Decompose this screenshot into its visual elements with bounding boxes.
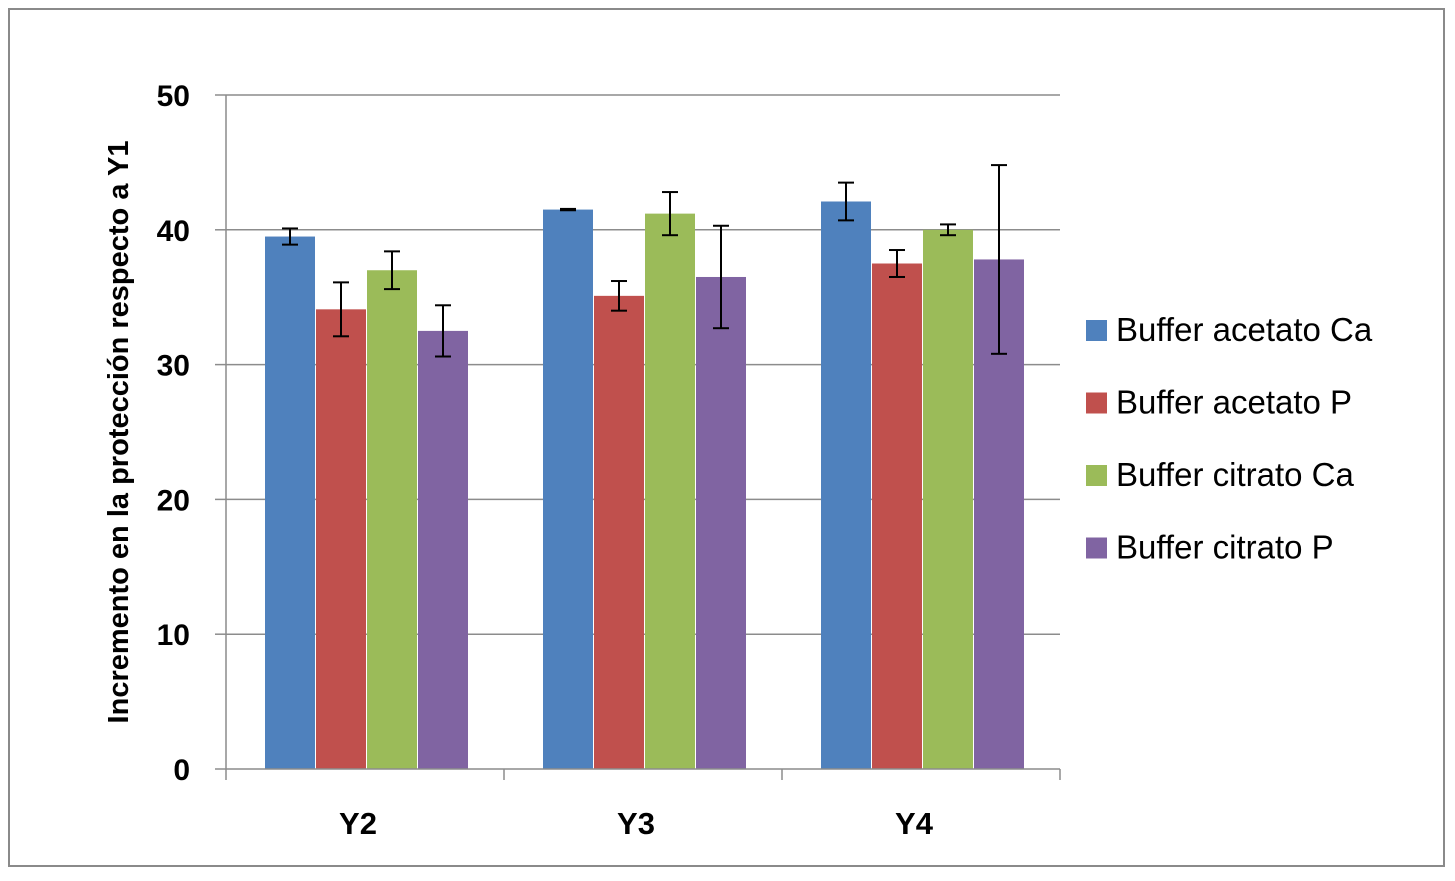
x-category-label: Y3 <box>617 806 655 841</box>
error-bar <box>384 250 400 291</box>
legend-item: Buffer acetato P <box>1086 384 1352 421</box>
x-category-label: Y4 <box>895 806 934 841</box>
bar-buffer-acetato-p-y4 <box>872 263 922 769</box>
legend: Buffer acetato Ca Buffer acetato P Buffer … <box>1086 311 1373 566</box>
bar-buffer-citrato-ca-y4 <box>923 229 973 770</box>
bar-buffer-acetato-ca-y3 <box>543 209 593 769</box>
y-axis-title: Incremento en la protección respecto a Y… <box>103 141 135 724</box>
error-bar <box>560 207 576 212</box>
bar-buffer-acetato-p-y2 <box>316 309 366 769</box>
legend-item: Buffer acetato Ca <box>1086 311 1373 348</box>
error-bar <box>333 281 349 338</box>
error-bar <box>713 224 729 330</box>
y-tick-label: 40 <box>157 215 190 248</box>
error-bar <box>611 280 627 312</box>
y-tick-label: 30 <box>157 350 190 383</box>
legend-swatch <box>1086 537 1107 559</box>
error-bar <box>435 304 451 358</box>
axes: 0 10 20 30 40 50 Y2 Y3 Y4 <box>157 80 1061 841</box>
x-category-label: Y2 <box>339 806 377 841</box>
legend-item: Buffer citrato Ca <box>1086 456 1354 493</box>
legend-swatch <box>1086 465 1107 486</box>
legend-swatch <box>1086 320 1107 341</box>
error-bar <box>940 223 956 237</box>
y-tick-label: 20 <box>157 484 190 517</box>
legend-label: Buffer citrato P <box>1116 529 1334 566</box>
legend-label: Buffer acetato Ca <box>1116 311 1373 348</box>
bar-buffer-acetato-ca-y2 <box>265 236 315 770</box>
bar-buffer-citrato-p-y2 <box>418 330 468 769</box>
bars <box>265 201 1024 770</box>
legend-label: Buffer acetato P <box>1116 384 1352 421</box>
bar-buffer-acetato-p-y3 <box>594 295 644 769</box>
bar-buffer-citrato-ca-y2 <box>367 270 417 769</box>
error-bar <box>991 164 1007 355</box>
y-tick-label: 10 <box>157 619 190 652</box>
error-bars <box>282 164 1007 358</box>
legend-label: Buffer citrato Ca <box>1116 456 1354 493</box>
y-tick-label: 0 <box>173 754 190 787</box>
error-bar <box>838 181 854 222</box>
error-bar <box>889 249 905 278</box>
bar-buffer-acetato-ca-y4 <box>821 201 871 769</box>
error-bar <box>662 191 678 237</box>
legend-item: Buffer citrato P <box>1086 529 1334 566</box>
legend-swatch <box>1086 392 1107 414</box>
y-tick-label: 50 <box>157 80 190 113</box>
bar-buffer-citrato-p-y3 <box>696 276 746 769</box>
bar-buffer-citrato-ca-y3 <box>645 213 695 769</box>
error-bar <box>282 227 298 246</box>
